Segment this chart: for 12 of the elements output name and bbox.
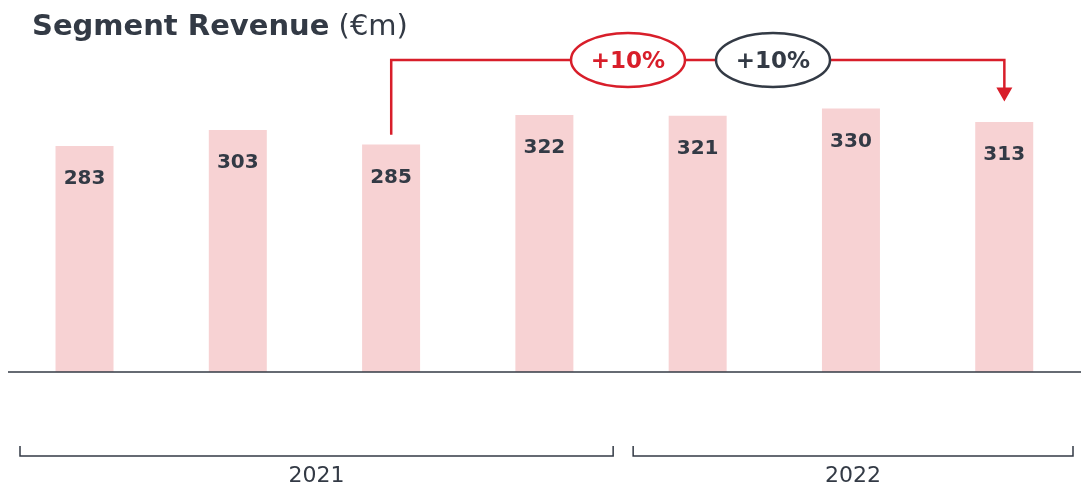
text: +10% (590, 47, 666, 73)
data-label: 321 (676, 134, 719, 159)
data-label: 303 (216, 149, 259, 174)
text: +10% (735, 47, 811, 73)
data-label: 330 (830, 127, 872, 152)
data-label: 283 (63, 165, 106, 190)
chart-title: Segment Revenue (€m) (32, 8, 408, 42)
text: 2021 (288, 462, 345, 487)
data-label: 313 (983, 141, 1026, 166)
data-label: 322 (523, 134, 566, 159)
data-label: 285 (370, 163, 412, 188)
text: 2022 (825, 462, 882, 487)
